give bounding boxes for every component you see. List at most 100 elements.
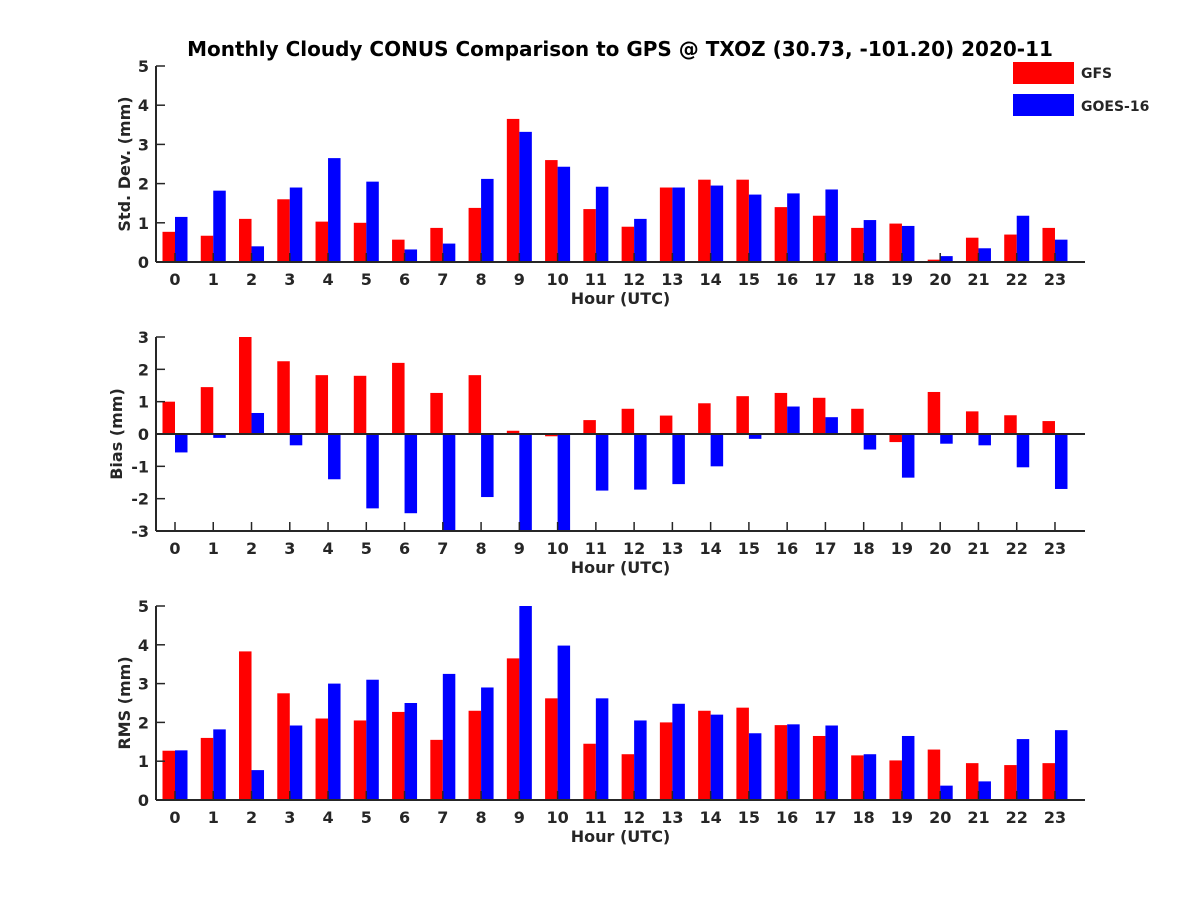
bias-x-tick-label: 10 [546,539,568,558]
bias-y-tick-label: 3 [138,328,149,347]
std-dev-bar-gfs-5 [353,222,367,262]
rms-bar-gfs-3 [277,693,290,800]
rms-x-tick-label: 19 [891,808,913,827]
rms-y-tick-label: 1 [138,752,149,771]
rms-x-tick-label: 12 [623,808,645,827]
std-dev-x-tick-label: 18 [853,270,875,289]
std-dev-bar-goes16-10 [557,166,571,262]
bias-bar-goes16-11 [595,434,609,491]
bias-bar-goes16-13 [672,434,685,485]
bias-bar-gfs-14 [698,403,711,434]
rms-bar-gfs-4 [315,718,329,800]
std-dev-bar-gfs-23 [1042,227,1055,262]
std-dev-bar-goes16-22 [1016,215,1030,262]
bias-bar-goes16-23 [1054,434,1068,489]
std-dev-bar-goes16-6 [404,249,418,262]
std-dev-x-tick-label: 19 [891,270,913,289]
bias-bar-gfs-9 [506,430,520,434]
rms-x-tick-label: 9 [514,808,525,827]
std-dev-bar-gfs-8 [468,207,482,262]
rms-bar-gfs-20 [927,749,941,800]
bias-x-tick-label: 9 [514,539,525,558]
bias-bar-goes16-15 [748,434,762,439]
rms-bar-gfs-23 [1042,763,1055,800]
rms-x-tick-label: 20 [929,808,951,827]
std-dev-y-tick-label: 0 [138,253,149,272]
bias-x-tick-label: 17 [814,539,836,558]
std-dev-bar-goes16-15 [748,194,762,262]
bias-bar-goes16-18 [863,434,877,450]
bias-bar-gfs-3 [277,361,290,434]
bias-x-tick-label: 20 [929,539,951,558]
std-dev-bar-gfs-15 [736,179,749,262]
std-dev-x-tick-label: 7 [437,270,448,289]
std-dev-bar-goes16-21 [978,248,991,262]
rms-bar-gfs-14 [698,710,711,800]
bias-bar-gfs-17 [812,397,826,434]
std-dev-bar-goes16-5 [366,181,379,262]
rms-x-tick-label: 22 [1006,808,1028,827]
rms-x-tick-label: 11 [585,808,607,827]
bias-bar-gfs-13 [659,415,673,434]
rms-y-tick-label: 0 [138,791,149,810]
bias-bar-goes16-16 [787,406,800,434]
std-dev-x-tick-label: 15 [738,270,760,289]
legend-label-gfs: GFS [1081,66,1112,82]
bias-bar-goes16-5 [366,434,379,509]
rms-y-tick-label: 2 [138,713,149,732]
bias-y-tick-label: -1 [131,457,149,476]
bias-bar-goes16-10 [557,434,571,531]
std-dev-y-tick-label: 1 [138,214,149,233]
bias-bar-gfs-8 [468,375,482,434]
legend-swatch-goes16 [1013,94,1074,116]
std-dev-x-axis-label: Hour (UTC) [571,289,671,308]
bias-x-tick-label: 5 [361,539,372,558]
std-dev-bar-goes16-1 [213,190,226,262]
std-dev-bar-gfs-11 [583,209,596,262]
std-dev-bar-goes16-16 [787,193,800,262]
std-dev-bar-gfs-12 [621,226,635,262]
bias-x-tick-label: 11 [585,539,607,558]
std-dev-bar-gfs-4 [315,221,329,262]
rms-bar-gfs-22 [1004,765,1017,800]
rms-bar-goes16-19 [901,735,915,800]
std-dev-x-tick-label: 20 [929,270,951,289]
rms-x-tick-label: 6 [399,808,410,827]
std-dev-bar-gfs-16 [774,207,788,262]
rms-x-tick-label: 4 [322,808,333,827]
rms-x-tick-label: 5 [361,808,372,827]
std-dev-x-tick-label: 13 [661,270,683,289]
bias-bar-goes16-22 [1016,434,1030,468]
std-dev-x-tick-label: 17 [814,270,836,289]
bias-bar-gfs-12 [621,408,635,434]
std-dev-bar-goes16-18 [863,220,877,262]
std-dev-x-tick-label: 22 [1006,270,1028,289]
bias-x-tick-label: 12 [623,539,645,558]
rms-bar-gfs-0 [162,750,175,800]
bias-bar-gfs-7 [430,392,443,434]
bias-x-tick-label: 4 [322,539,333,558]
rms-y-tick-label: 4 [138,636,149,655]
bias-bar-goes16-7 [442,434,456,531]
std-dev-x-tick-label: 4 [322,270,333,289]
bias-x-tick-label: 15 [738,539,760,558]
rms-bar-goes16-22 [1016,739,1030,800]
std-dev-bar-gfs-10 [545,160,558,262]
rms-x-tick-label: 23 [1044,808,1066,827]
rms-x-tick-label: 14 [700,808,722,827]
rms-bar-goes16-5 [366,679,379,800]
std-dev-bar-gfs-18 [851,227,864,262]
bias-bar-gfs-18 [851,408,864,434]
std-dev-y-tick-label: 2 [138,175,149,194]
rms-y-tick-label: 5 [138,597,149,616]
rms-bar-goes16-17 [825,725,838,800]
rms-bar-goes16-20 [940,785,953,800]
bias-bar-gfs-21 [965,411,979,434]
bias-x-tick-label: 6 [399,539,410,558]
std-dev-x-tick-label: 2 [246,270,257,289]
std-dev-bar-gfs-1 [200,235,214,262]
rms-x-tick-label: 18 [853,808,875,827]
